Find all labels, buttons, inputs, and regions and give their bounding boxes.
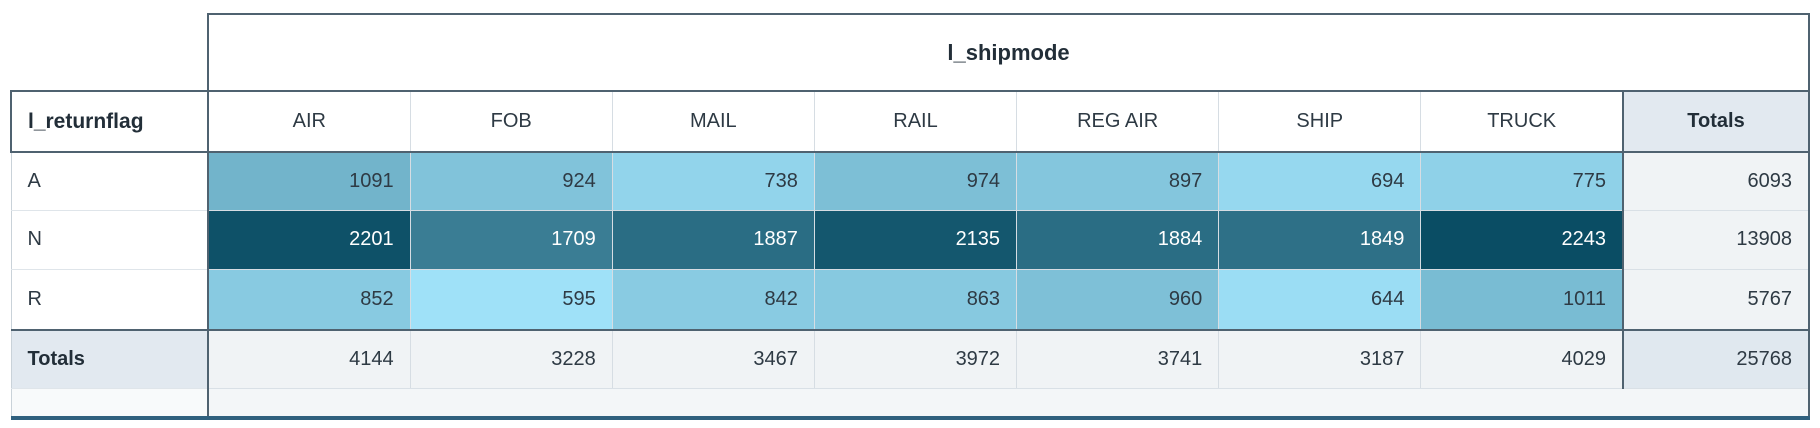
pivot-cell-n-fob[interactable]: 1709 (409, 209, 613, 270)
totals-column-header[interactable]: Totals (1622, 90, 1810, 153)
column-header-fob[interactable]: FOB (409, 90, 613, 153)
pivot-cell-a-air[interactable]: 1091 (207, 151, 411, 211)
pivot-cell-a-fob[interactable]: 924 (409, 151, 613, 211)
grand-total-cell[interactable]: 25768 (1622, 329, 1810, 389)
column-header-truck[interactable]: TRUCK (1420, 90, 1624, 153)
pivot-cell-a-ship[interactable]: 694 (1218, 151, 1422, 211)
pivot-cell-r-truck[interactable]: 1011 (1420, 268, 1624, 331)
pivot-cell-n-ship[interactable]: 1849 (1218, 209, 1422, 270)
pivot-cell-n-air[interactable]: 2201 (207, 209, 411, 270)
pivot-table: l_shipmode l_returnflag AIR FOB MAIL RAI… (10, 13, 1810, 420)
row-total-r[interactable]: 5767 (1622, 268, 1810, 331)
column-total-mail[interactable]: 3467 (611, 329, 815, 389)
pivot-cell-n-reg-air[interactable]: 1884 (1016, 209, 1220, 270)
row-dimension-title: l_returnflag (10, 90, 209, 153)
column-header-rail[interactable]: RAIL (813, 90, 1018, 153)
pivot-cell-r-rail[interactable]: 863 (813, 268, 1018, 331)
column-total-truck[interactable]: 4029 (1420, 329, 1624, 389)
footer-strip-left (10, 388, 209, 420)
pivot-cell-n-mail[interactable]: 1887 (611, 209, 815, 270)
pivot-cell-r-ship[interactable]: 644 (1218, 268, 1422, 331)
pivot-cell-a-reg-air[interactable]: 897 (1016, 151, 1220, 211)
totals-row: Totals 4144 3228 3467 3972 3741 3187 402… (10, 329, 1810, 389)
pivot-cell-n-rail[interactable]: 2135 (813, 209, 1018, 270)
column-header-reg-air[interactable]: REG AIR (1016, 90, 1220, 153)
row-total-n[interactable]: 13908 (1622, 209, 1810, 270)
column-total-air[interactable]: 4144 (207, 329, 411, 389)
data-row-r: R 852 595 842 863 960 644 1011 5767 (10, 268, 1810, 331)
pivot-cell-r-air[interactable]: 852 (207, 268, 411, 331)
row-label-n[interactable]: N (10, 209, 209, 270)
column-total-reg-air[interactable]: 3741 (1016, 329, 1220, 389)
column-dimension-row: l_shipmode (11, 13, 1810, 92)
column-total-fob[interactable]: 3228 (409, 329, 613, 389)
pivot-cell-r-reg-air[interactable]: 960 (1016, 268, 1220, 331)
pivot-cell-n-truck[interactable]: 2243 (1420, 209, 1624, 270)
pivot-cell-a-mail[interactable]: 738 (611, 151, 815, 211)
footer-strip (208, 387, 1810, 420)
column-total-rail[interactable]: 3972 (813, 329, 1018, 389)
pivot-cell-a-truck[interactable]: 775 (1420, 151, 1624, 211)
footer-strip-row (10, 387, 1810, 420)
pivot-cell-r-mail[interactable]: 842 (611, 268, 815, 331)
column-total-ship[interactable]: 3187 (1218, 329, 1422, 389)
pivot-cell-a-rail[interactable]: 974 (813, 151, 1018, 211)
pivot-cell-r-fob[interactable]: 595 (409, 268, 613, 331)
column-header-mail[interactable]: MAIL (611, 90, 815, 153)
column-dimension-title: l_shipmode (207, 13, 1810, 92)
column-header-ship[interactable]: SHIP (1218, 90, 1422, 153)
column-header-air[interactable]: AIR (207, 90, 411, 153)
data-row-a: A 1091 924 738 974 897 694 775 6093 (10, 151, 1810, 211)
row-label-a[interactable]: A (10, 151, 209, 211)
data-row-n: N 2201 1709 1887 2135 1884 1849 2243 139… (10, 209, 1810, 270)
row-label-r[interactable]: R (10, 268, 209, 331)
row-total-a[interactable]: 6093 (1622, 151, 1810, 211)
totals-row-label[interactable]: Totals (10, 329, 209, 389)
column-header-row: l_returnflag AIR FOB MAIL RAIL REG AIR S… (10, 90, 1810, 153)
corner-spacer (11, 14, 208, 91)
